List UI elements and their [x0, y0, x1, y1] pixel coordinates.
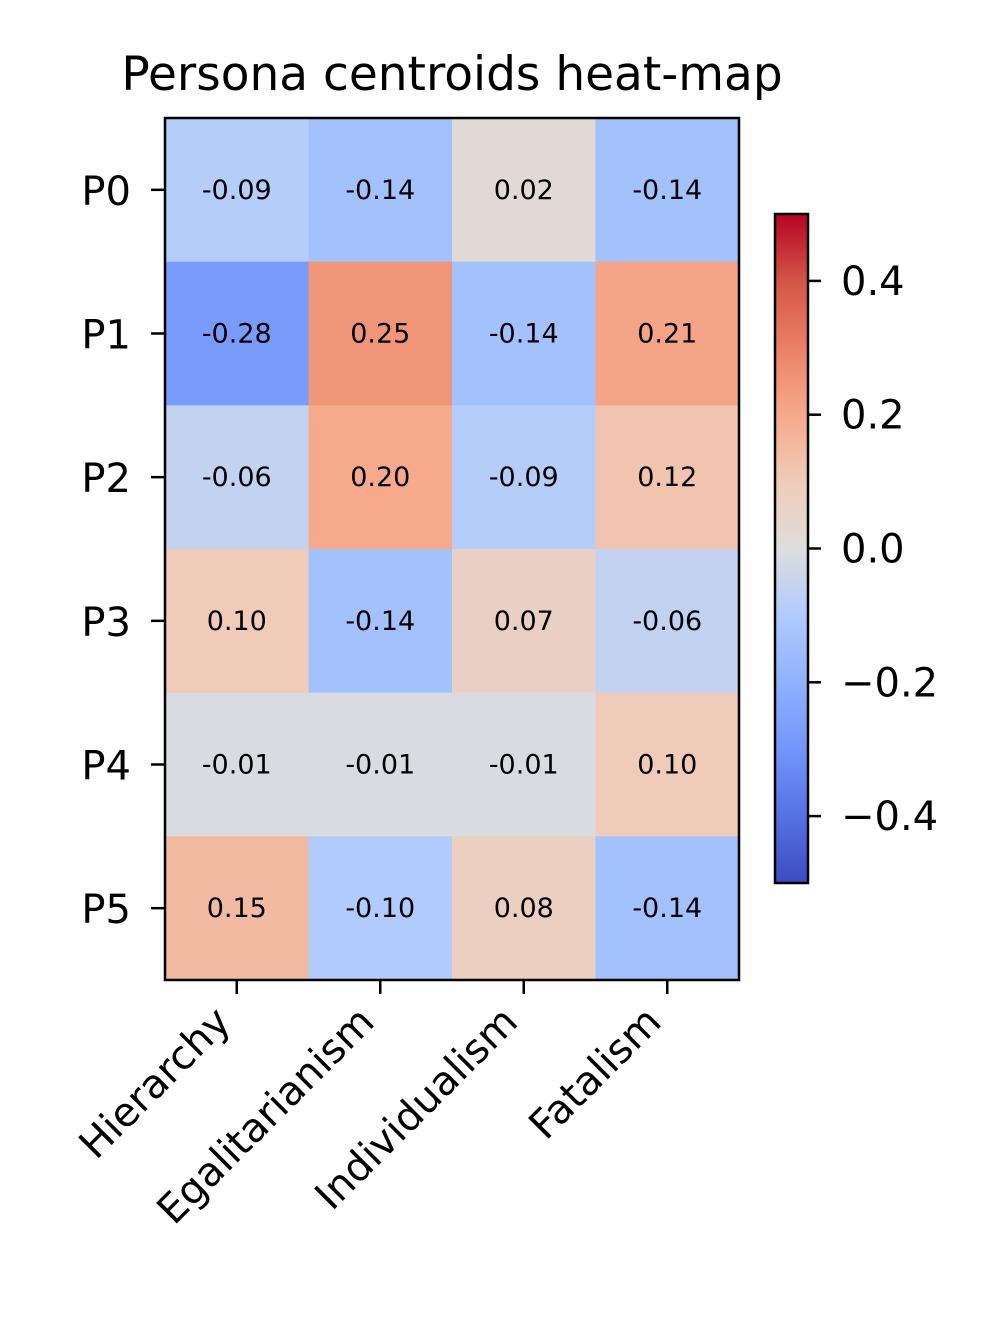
- cell-value-label: 0.08: [494, 893, 554, 924]
- cell-value-label: 0.02: [494, 175, 554, 206]
- heatmap-cell: [452, 836, 596, 981]
- heatmap-cell: [595, 836, 740, 981]
- colorbar-tick-label: 0.0: [841, 527, 905, 573]
- heatmap-cell: [308, 405, 453, 550]
- cell-value-label: 0.15: [207, 893, 267, 924]
- heatmap-cell: [165, 836, 309, 981]
- heatmap-cell: [165, 692, 309, 837]
- heatmap-cell: [452, 549, 596, 694]
- chart-title: Persona centroids heat-map: [121, 47, 782, 102]
- cell-value-label: -0.06: [632, 606, 702, 637]
- heatmap-cell: [165, 261, 309, 406]
- cell-value-label: -0.01: [489, 750, 559, 781]
- y-axis: P0 P1 P2 P3 P4 P5: [81, 169, 165, 933]
- heatmap-cell: [452, 118, 596, 263]
- colorbar-tick-label: −0.2: [841, 660, 938, 706]
- y-tick-label: P2: [81, 456, 131, 502]
- cell-value-label: -0.10: [345, 893, 415, 924]
- heatmap-cell: [165, 118, 309, 263]
- colorbar-tick-label: 0.2: [841, 393, 905, 439]
- heatmap-cells: [165, 118, 740, 981]
- plot-frame: [163, 116, 741, 982]
- heatmap-cell: [165, 549, 309, 694]
- heatmap-cell: [452, 692, 596, 837]
- heatmap-cell: [595, 405, 740, 550]
- y-tick-label: P0: [81, 169, 131, 215]
- cell-value-label: 0.25: [350, 319, 410, 350]
- heatmap-cell: [452, 261, 596, 406]
- colorbar-gradient: [773, 212, 810, 885]
- y-tick-label: P4: [81, 744, 131, 790]
- cell-value-label: 0.20: [350, 462, 410, 493]
- cell-value-label: -0.14: [345, 175, 415, 206]
- cell-value-label: -0.09: [202, 175, 272, 206]
- heatmap-cell: [595, 118, 740, 263]
- y-tick-label: P3: [81, 600, 131, 646]
- cell-value-label: 0.21: [637, 319, 697, 350]
- y-tick-label: P1: [81, 313, 131, 359]
- colorbar-tick-label: −0.4: [841, 794, 938, 840]
- heatmap-cell: [595, 549, 740, 694]
- heatmap-cell: [595, 261, 740, 406]
- heatmap-cell: [308, 692, 453, 837]
- x-tick-label: Fatalism: [520, 999, 670, 1149]
- cell-value-label: -0.06: [202, 462, 272, 493]
- cell-value-label: -0.09: [489, 462, 559, 493]
- cell-value-label: -0.14: [345, 606, 415, 637]
- cell-value-label: 0.10: [207, 606, 267, 637]
- cell-value-label: -0.14: [632, 893, 702, 924]
- cell-value-label: -0.01: [202, 750, 272, 781]
- x-axis: HierarchyEgalitarianismIndividualismFata…: [71, 980, 670, 1233]
- heatmap-cell: [165, 405, 309, 550]
- cell-value-label: 0.10: [637, 750, 697, 781]
- heatmap-cell-labels: -0.09 -0.14 0.02 -0.14 -0.28 0.25 -0.14 0.21 -0.…: [202, 175, 702, 924]
- colorbar: 0.4 0.2 0.0 −0.2 −0.4: [773, 212, 938, 885]
- cell-value-label: -0.14: [632, 175, 702, 206]
- cell-value-label: 0.12: [637, 462, 697, 493]
- cell-value-label: -0.01: [345, 750, 415, 781]
- heatmap-cell: [308, 261, 453, 406]
- colorbar-tick-label: 0.4: [841, 259, 905, 305]
- heatmap-cell: [452, 405, 596, 550]
- heatmap-cell: [308, 118, 453, 263]
- y-tick-label: P5: [81, 887, 131, 933]
- heatmap-cell: [308, 549, 453, 694]
- heatmap-cell: [308, 836, 453, 981]
- cell-value-label: -0.28: [202, 319, 272, 350]
- cell-value-label: 0.07: [494, 606, 554, 637]
- heatmap-cell: [595, 692, 740, 837]
- cell-value-label: -0.14: [489, 319, 559, 350]
